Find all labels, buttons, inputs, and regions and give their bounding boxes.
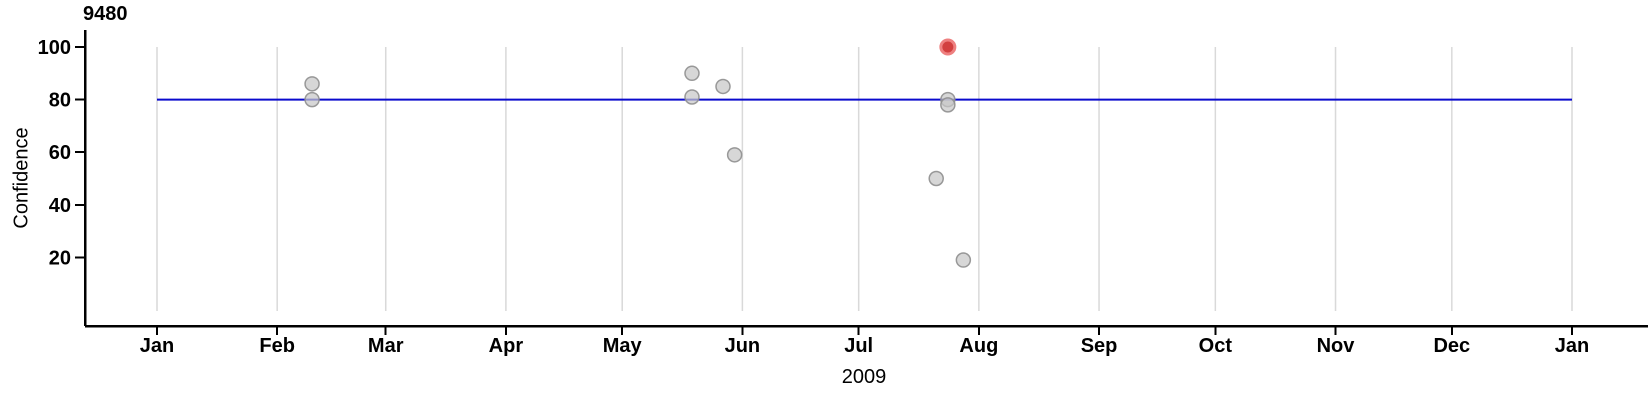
- y-axis-label: Confidence: [10, 127, 33, 229]
- data-point: [684, 65, 700, 82]
- x-tick-label: Feb: [259, 335, 295, 357]
- x-tick-label: Jun: [725, 335, 761, 357]
- y-tick-label: 20: [49, 247, 71, 269]
- x-tick-label: Jan: [140, 335, 174, 357]
- y-tick-label: 40: [49, 195, 71, 217]
- page-title: 9480: [83, 3, 128, 25]
- x-tick-label: Mar: [368, 335, 404, 357]
- x-tick-label: May: [603, 335, 643, 357]
- x-tick-label: Dec: [1433, 335, 1470, 357]
- data-point: [928, 170, 944, 187]
- data-point: [955, 252, 972, 268]
- x-tick-label: Nov: [1317, 335, 1356, 357]
- y-tick-label: 80: [49, 90, 71, 112]
- data-point: [304, 91, 320, 108]
- x-tick-label: Apr: [489, 335, 524, 357]
- data-point: [684, 89, 700, 105]
- y-tick-label: 100: [38, 37, 71, 59]
- data-point: [940, 97, 956, 113]
- highlighted-data-point: [939, 38, 957, 56]
- data-point: [304, 76, 320, 92]
- x-tick-label: Jul: [844, 335, 873, 357]
- data-point: [715, 78, 731, 95]
- x-tick-label: Aug: [959, 335, 998, 357]
- x-tick-label: Oct: [1199, 335, 1233, 357]
- x-tick-label: Sep: [1081, 335, 1118, 357]
- x-tick-label: Jan: [1555, 335, 1589, 357]
- x-axis-label: 2009: [841, 366, 887, 388]
- y-tick-label: 60: [49, 142, 71, 164]
- data-point: [726, 147, 743, 163]
